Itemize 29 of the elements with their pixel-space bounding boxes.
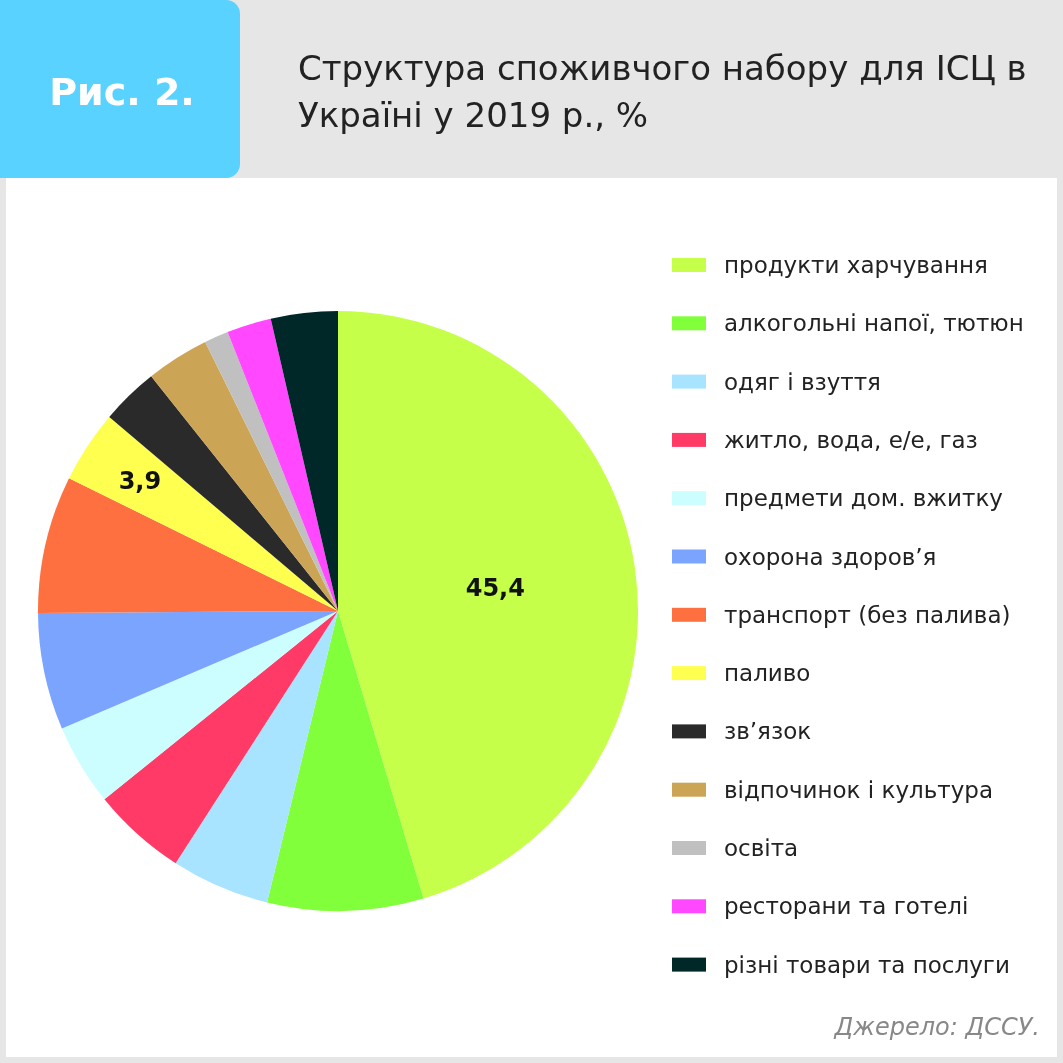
pie-slice bbox=[61, 611, 338, 800]
chart-title: Структура споживчого набору для ІСЦ в Україні у 2019 р., % bbox=[298, 48, 1027, 135]
pie-slice bbox=[205, 332, 338, 611]
legend-label: охорона здоров’я bbox=[724, 543, 937, 570]
legend-label: житло, вода, е/е, газ bbox=[724, 426, 978, 453]
legend-label: освіта bbox=[724, 835, 799, 861]
pie-slice bbox=[175, 611, 338, 903]
text: Джерело: ДССУ. bbox=[833, 1013, 1040, 1041]
legend-label: зв’язок bbox=[724, 718, 812, 745]
legend-label: одяг і взуття bbox=[724, 368, 881, 395]
pie-slice bbox=[338, 311, 638, 899]
legend-label: алкогольні напої, тютюн bbox=[724, 310, 1024, 337]
legend-label: різні товари та послуги bbox=[724, 951, 1010, 978]
pie-slice bbox=[270, 311, 338, 611]
pie-slice bbox=[267, 611, 424, 911]
data-label: 45,4 bbox=[465, 574, 525, 603]
pie-slice bbox=[69, 416, 338, 611]
pie-slice bbox=[104, 611, 338, 864]
legend-label: предмети дом. вжитку bbox=[724, 485, 1003, 512]
legend-label: ресторани та готелі bbox=[724, 893, 969, 920]
pie-slice bbox=[109, 376, 338, 611]
legend-label: паливо bbox=[724, 660, 811, 687]
legend-label: транспорт (без палива) bbox=[724, 601, 1011, 628]
legend-label: відпочинок і культура bbox=[724, 776, 993, 803]
legend-label: продукти харчування bbox=[724, 252, 988, 278]
pie-slice bbox=[38, 611, 338, 729]
text: Рис. 2. bbox=[49, 70, 195, 114]
data-label: 3,9 bbox=[118, 466, 162, 495]
pie-slice bbox=[227, 318, 338, 611]
